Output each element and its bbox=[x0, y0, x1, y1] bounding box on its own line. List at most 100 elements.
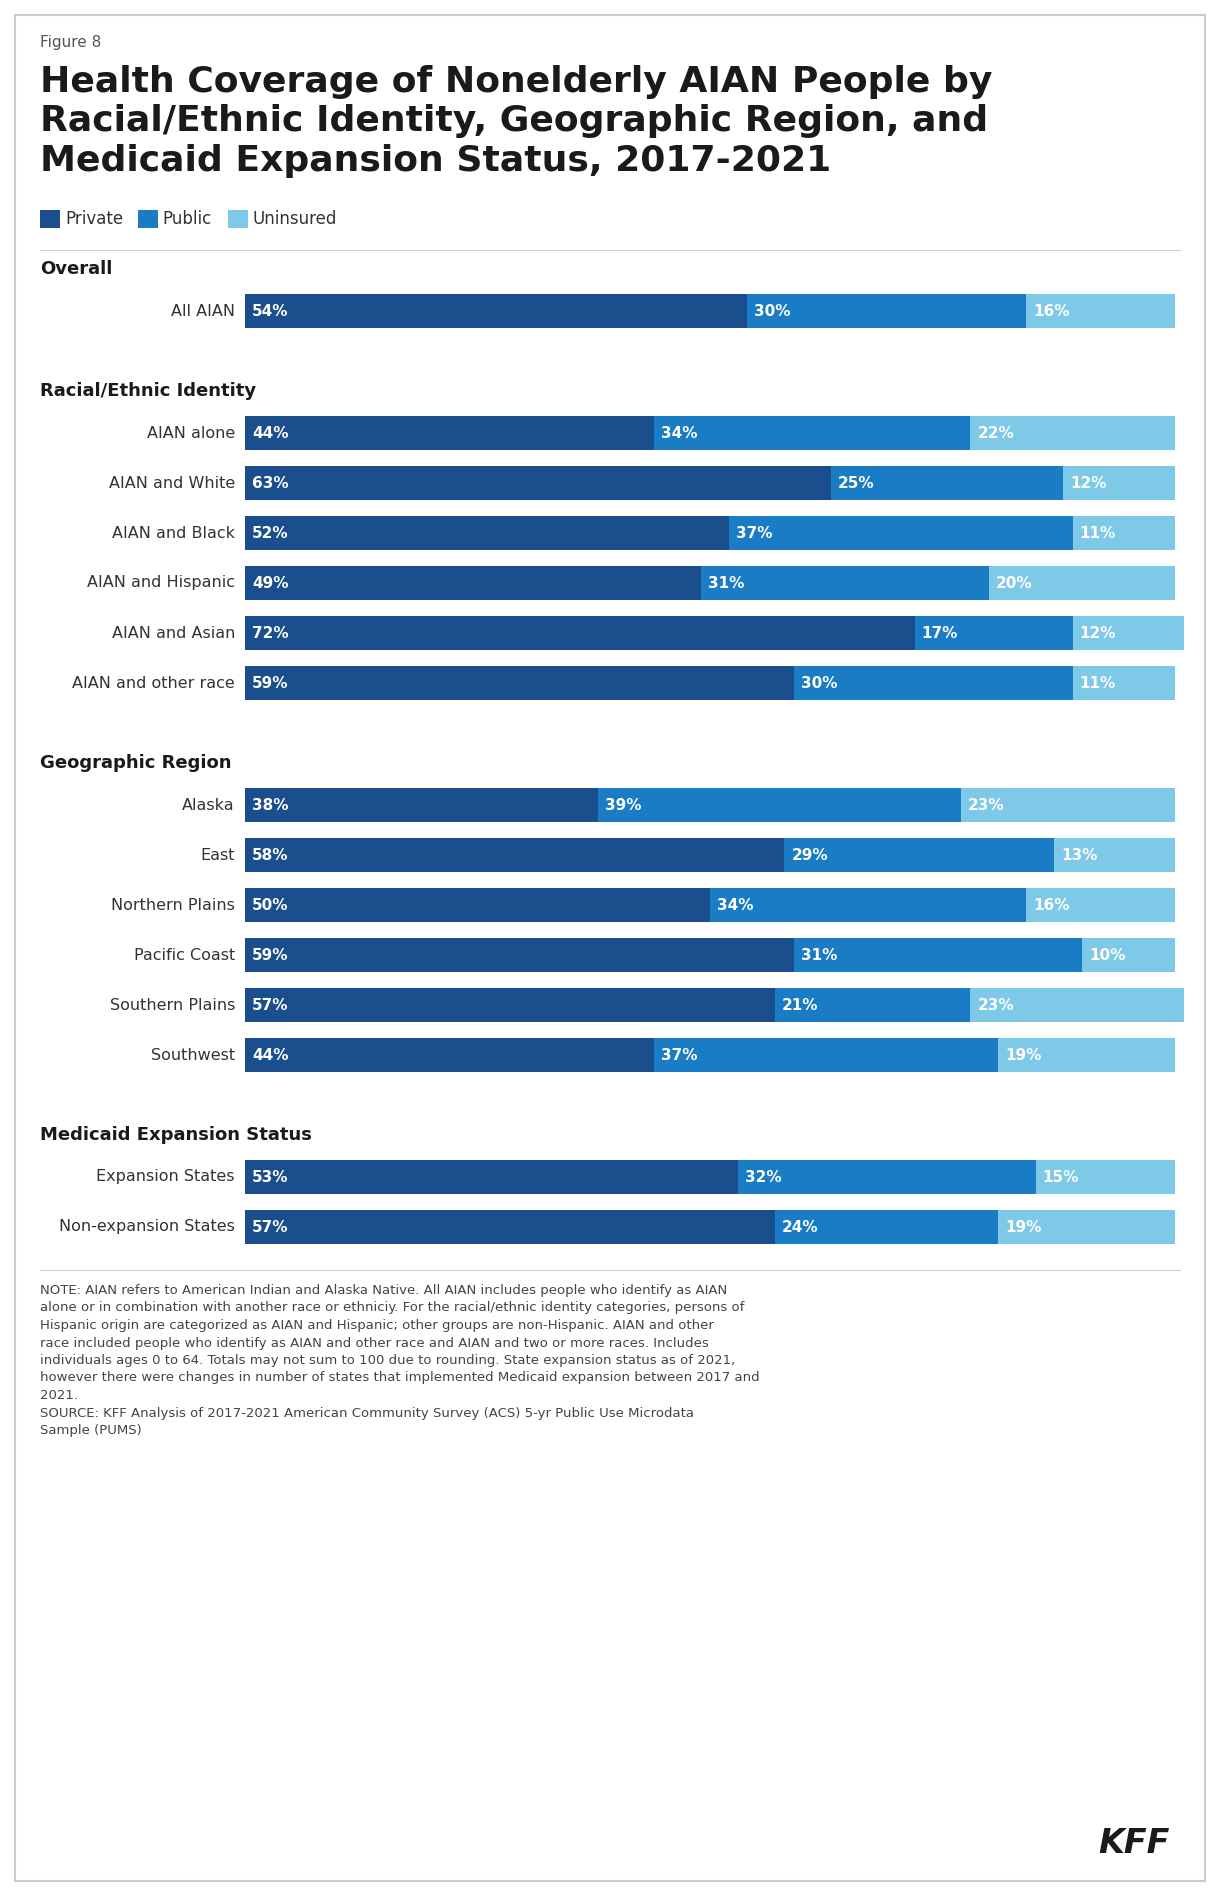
Text: All AIAN: All AIAN bbox=[171, 303, 235, 319]
Text: Northern Plains: Northern Plains bbox=[111, 897, 235, 912]
Text: 38%: 38% bbox=[253, 798, 288, 813]
Bar bbox=[784, 838, 1054, 872]
Text: 57%: 57% bbox=[253, 997, 288, 1012]
Text: NOTE: AIAN refers to American Indian and Alaska Native. All AIAN includes people: NOTE: AIAN refers to American Indian and… bbox=[40, 1284, 760, 1437]
Text: 30%: 30% bbox=[754, 303, 791, 319]
Text: Non-expansion States: Non-expansion States bbox=[59, 1219, 235, 1234]
Bar bbox=[1064, 466, 1175, 501]
Text: 13%: 13% bbox=[1061, 848, 1098, 863]
Bar bbox=[970, 415, 1175, 449]
Bar bbox=[970, 988, 1185, 1022]
Text: 54%: 54% bbox=[253, 303, 288, 319]
Bar bbox=[775, 988, 970, 1022]
Text: Alaska: Alaska bbox=[182, 798, 235, 813]
Bar bbox=[245, 466, 831, 501]
Bar bbox=[728, 516, 1072, 550]
Bar bbox=[245, 939, 794, 973]
Bar bbox=[700, 567, 989, 599]
Text: 12%: 12% bbox=[1070, 476, 1107, 491]
Text: 15%: 15% bbox=[1043, 1170, 1078, 1185]
Text: 52%: 52% bbox=[253, 525, 289, 540]
Bar bbox=[1026, 294, 1175, 328]
Bar bbox=[245, 1210, 775, 1244]
Text: Figure 8: Figure 8 bbox=[40, 34, 101, 49]
Text: 25%: 25% bbox=[838, 476, 875, 491]
Bar bbox=[794, 665, 1072, 700]
Text: 34%: 34% bbox=[661, 425, 698, 440]
Bar bbox=[598, 789, 961, 823]
Bar bbox=[1026, 887, 1175, 921]
Bar bbox=[245, 1160, 738, 1194]
Bar bbox=[1072, 516, 1175, 550]
Text: 30%: 30% bbox=[800, 675, 837, 690]
Bar bbox=[915, 616, 1072, 650]
Bar bbox=[227, 210, 248, 228]
Bar bbox=[738, 1160, 1036, 1194]
Text: 37%: 37% bbox=[736, 525, 772, 540]
Bar bbox=[138, 210, 157, 228]
Bar bbox=[245, 838, 784, 872]
Text: AIAN and Asian: AIAN and Asian bbox=[111, 626, 235, 641]
Text: 29%: 29% bbox=[792, 848, 828, 863]
Text: Racial/Ethnic Identity: Racial/Ethnic Identity bbox=[40, 381, 256, 400]
Text: 17%: 17% bbox=[921, 626, 958, 641]
Bar bbox=[245, 988, 775, 1022]
Text: 22%: 22% bbox=[977, 425, 1014, 440]
Bar bbox=[1054, 838, 1175, 872]
Bar bbox=[245, 665, 794, 700]
Bar bbox=[245, 567, 700, 599]
Text: Overall: Overall bbox=[40, 260, 112, 279]
Text: East: East bbox=[200, 848, 235, 863]
Text: 58%: 58% bbox=[253, 848, 288, 863]
Text: KFF: KFF bbox=[1099, 1828, 1170, 1860]
Text: 49%: 49% bbox=[253, 576, 288, 590]
Bar bbox=[831, 466, 1064, 501]
Text: 19%: 19% bbox=[1005, 1047, 1042, 1062]
Text: 16%: 16% bbox=[1033, 303, 1070, 319]
Bar bbox=[794, 939, 1082, 973]
Bar bbox=[245, 516, 728, 550]
Bar bbox=[1072, 616, 1185, 650]
Text: 23%: 23% bbox=[977, 997, 1014, 1012]
Text: Southern Plains: Southern Plains bbox=[110, 997, 235, 1012]
Text: 11%: 11% bbox=[1080, 675, 1116, 690]
Bar bbox=[245, 616, 915, 650]
Text: 10%: 10% bbox=[1089, 948, 1125, 963]
Text: 21%: 21% bbox=[782, 997, 819, 1012]
Bar bbox=[775, 1210, 998, 1244]
Text: Uninsured: Uninsured bbox=[253, 210, 337, 228]
Bar bbox=[654, 415, 970, 449]
Bar bbox=[245, 294, 747, 328]
Bar bbox=[747, 294, 1026, 328]
Text: 19%: 19% bbox=[1005, 1219, 1042, 1234]
Bar bbox=[1082, 939, 1175, 973]
Text: 34%: 34% bbox=[717, 897, 754, 912]
Bar bbox=[1036, 1160, 1175, 1194]
Bar bbox=[245, 415, 654, 449]
Text: 72%: 72% bbox=[253, 626, 289, 641]
Text: 24%: 24% bbox=[782, 1219, 819, 1234]
Text: Southwest: Southwest bbox=[151, 1047, 235, 1062]
Text: 57%: 57% bbox=[253, 1219, 288, 1234]
Bar bbox=[998, 1210, 1175, 1244]
Bar bbox=[710, 887, 1026, 921]
Text: 59%: 59% bbox=[253, 948, 288, 963]
Text: AIAN and White: AIAN and White bbox=[109, 476, 235, 491]
Text: Health Coverage of Nonelderly AIAN People by
Racial/Ethnic Identity, Geographic : Health Coverage of Nonelderly AIAN Peopl… bbox=[40, 64, 992, 178]
Text: 44%: 44% bbox=[253, 425, 288, 440]
Text: 32%: 32% bbox=[745, 1170, 782, 1185]
Text: 31%: 31% bbox=[708, 576, 744, 590]
Text: 37%: 37% bbox=[661, 1047, 698, 1062]
Bar bbox=[245, 887, 710, 921]
Text: AIAN and Hispanic: AIAN and Hispanic bbox=[87, 576, 235, 590]
Text: Pacific Coast: Pacific Coast bbox=[134, 948, 235, 963]
Bar bbox=[1072, 665, 1175, 700]
Text: 16%: 16% bbox=[1033, 897, 1070, 912]
Text: 59%: 59% bbox=[253, 675, 288, 690]
Text: 20%: 20% bbox=[996, 576, 1032, 590]
Text: 39%: 39% bbox=[605, 798, 642, 813]
Text: Private: Private bbox=[65, 210, 123, 228]
Text: Public: Public bbox=[162, 210, 212, 228]
Text: AIAN alone: AIAN alone bbox=[146, 425, 235, 440]
Bar bbox=[998, 1037, 1175, 1071]
